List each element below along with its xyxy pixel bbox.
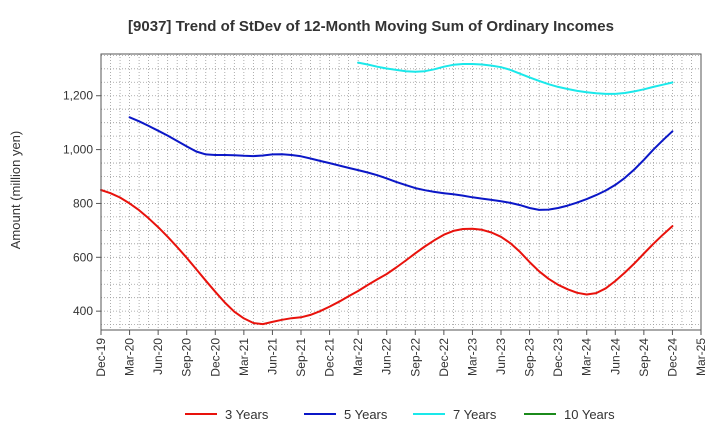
x-tick-label: Mar-23	[465, 338, 479, 376]
legend: 3 Years 5 Years 7 Years 10 Years	[185, 407, 615, 422]
x-tick-label: Sep-21	[294, 338, 308, 377]
x-tick-label: Dec-21	[323, 338, 337, 377]
x-tick-label: Mar-21	[237, 338, 251, 376]
legend-label-7-years: 7 Years	[453, 407, 497, 422]
x-tick-label: Jun-24	[608, 338, 622, 375]
legend-label-3-years: 3 Years	[225, 407, 269, 422]
series-line-5-years	[128, 116, 674, 211]
x-tick-label: Mar-20	[123, 338, 137, 376]
x-tick-label: Mar-22	[351, 338, 365, 376]
x-tick-label: Sep-24	[637, 338, 651, 377]
y-axis-ticks: 400 600 800 1,000 1,200	[63, 89, 101, 318]
x-tick-label: Jun-23	[494, 338, 508, 375]
x-tick-label: Dec-19	[94, 338, 108, 377]
x-tick-label: Mar-25	[694, 338, 708, 376]
x-tick-label: Sep-20	[180, 338, 194, 377]
y-tick-label: 1,000	[63, 143, 93, 157]
x-tick-label: Dec-20	[208, 338, 222, 377]
y-tick-label: 600	[73, 250, 93, 264]
y-tick-label: 400	[73, 304, 93, 318]
plot-frame	[100, 53, 702, 331]
x-tick-label: Dec-23	[551, 338, 565, 377]
y-tick-label: 800	[73, 196, 93, 210]
x-tick-label: Jun-20	[151, 338, 165, 375]
x-tick-label: Dec-24	[665, 338, 679, 377]
y-tick-label: 1,200	[63, 89, 93, 103]
legend-label-10-years: 10 Years	[564, 407, 615, 422]
chart-title: [9037] Trend of StDev of 12-Month Moving…	[128, 18, 614, 35]
series-line-3-years	[100, 189, 674, 326]
x-tick-label: Jun-21	[265, 338, 279, 375]
x-axis-ticks: Dec-19 Mar-20 Jun-20 Sep-20 Dec-20 Mar-21 Jun-…	[94, 330, 708, 377]
x-tick-label: Dec-22	[437, 338, 451, 377]
grid	[100, 54, 702, 330]
axes	[100, 53, 702, 331]
x-tick-label: Sep-23	[523, 338, 537, 377]
y-axis-label: Amount (million yen)	[8, 131, 23, 250]
x-tick-label: Jun-22	[380, 338, 394, 375]
x-tick-label: Mar-24	[580, 338, 594, 376]
series-line-7-years	[357, 61, 674, 95]
legend-label-5-years: 5 Years	[344, 407, 388, 422]
x-tick-label: Sep-22	[408, 338, 422, 377]
series-lines	[100, 61, 674, 326]
